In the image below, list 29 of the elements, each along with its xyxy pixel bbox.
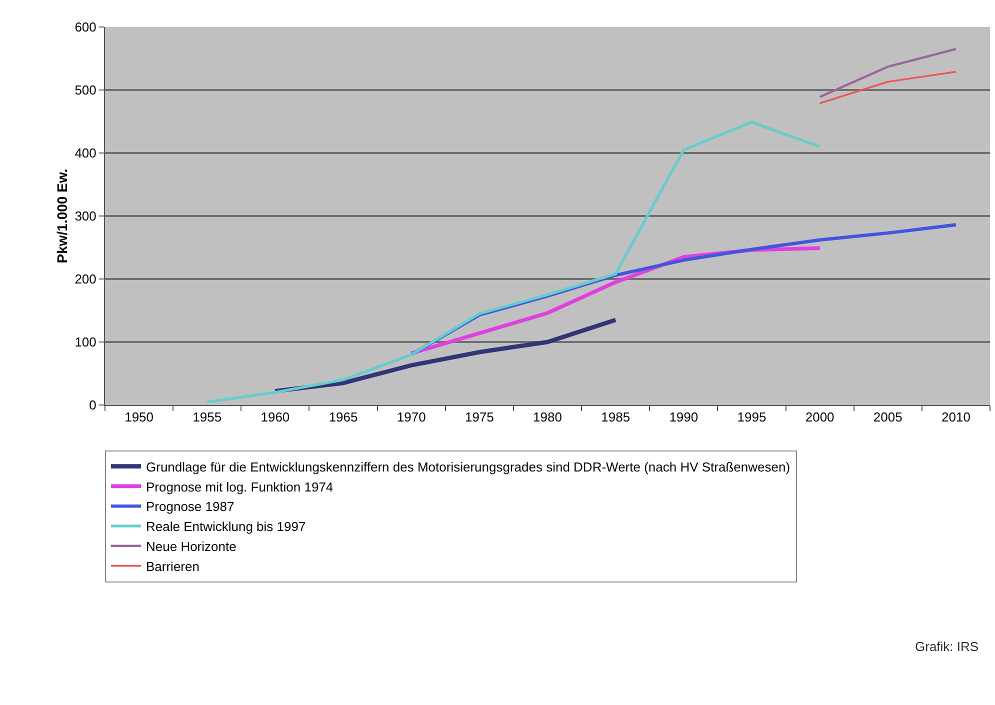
x-tick-label: 1950 <box>124 410 154 425</box>
legend-label: Barrieren <box>146 558 200 574</box>
legend-label: Neue Horizonte <box>146 538 236 554</box>
x-tick-label: 1995 <box>737 410 766 425</box>
x-tick-label: 1985 <box>601 410 630 425</box>
x-tick-label: 1980 <box>533 410 562 425</box>
x-tick-label: 2000 <box>805 410 834 425</box>
y-axis-title: Pkw/1.000 Ew. <box>54 168 70 264</box>
y-tick-label: 0 <box>89 398 96 413</box>
x-tick-label: 2010 <box>942 410 970 425</box>
x-tick-label: 1975 <box>464 410 494 425</box>
y-tick-label: 600 <box>74 20 96 35</box>
legend-label: Prognose mit log. Funktion 1974 <box>146 479 334 494</box>
line-series <box>206 120 822 404</box>
y-tick-label: 100 <box>74 334 96 350</box>
x-tick-label: 1955 <box>192 410 222 425</box>
y-tick-label: 300 <box>74 208 96 224</box>
legend-label: Grundlage für die Entwicklungskennziffern des Motorisierungsgrades sind DDR-Werte (nach HV Straßenwesen) <box>146 459 790 474</box>
x-tick-label: 1960 <box>260 410 290 425</box>
y-tick-label: 400 <box>74 146 96 161</box>
y-tick-label: 200 <box>74 272 96 287</box>
x-tick-label: 1965 <box>328 410 358 425</box>
x-tick-label: 1970 <box>396 410 426 425</box>
text: Grafik: IRS <box>915 639 979 654</box>
y-tick-label: 500 <box>74 82 96 98</box>
x-tick-label: 2005 <box>873 410 902 425</box>
legend-label: Prognose 1987 <box>146 499 234 514</box>
x-tick-label: 1990 <box>669 410 698 425</box>
legend-label: Reale Entwicklung bis 1997 <box>146 519 306 534</box>
